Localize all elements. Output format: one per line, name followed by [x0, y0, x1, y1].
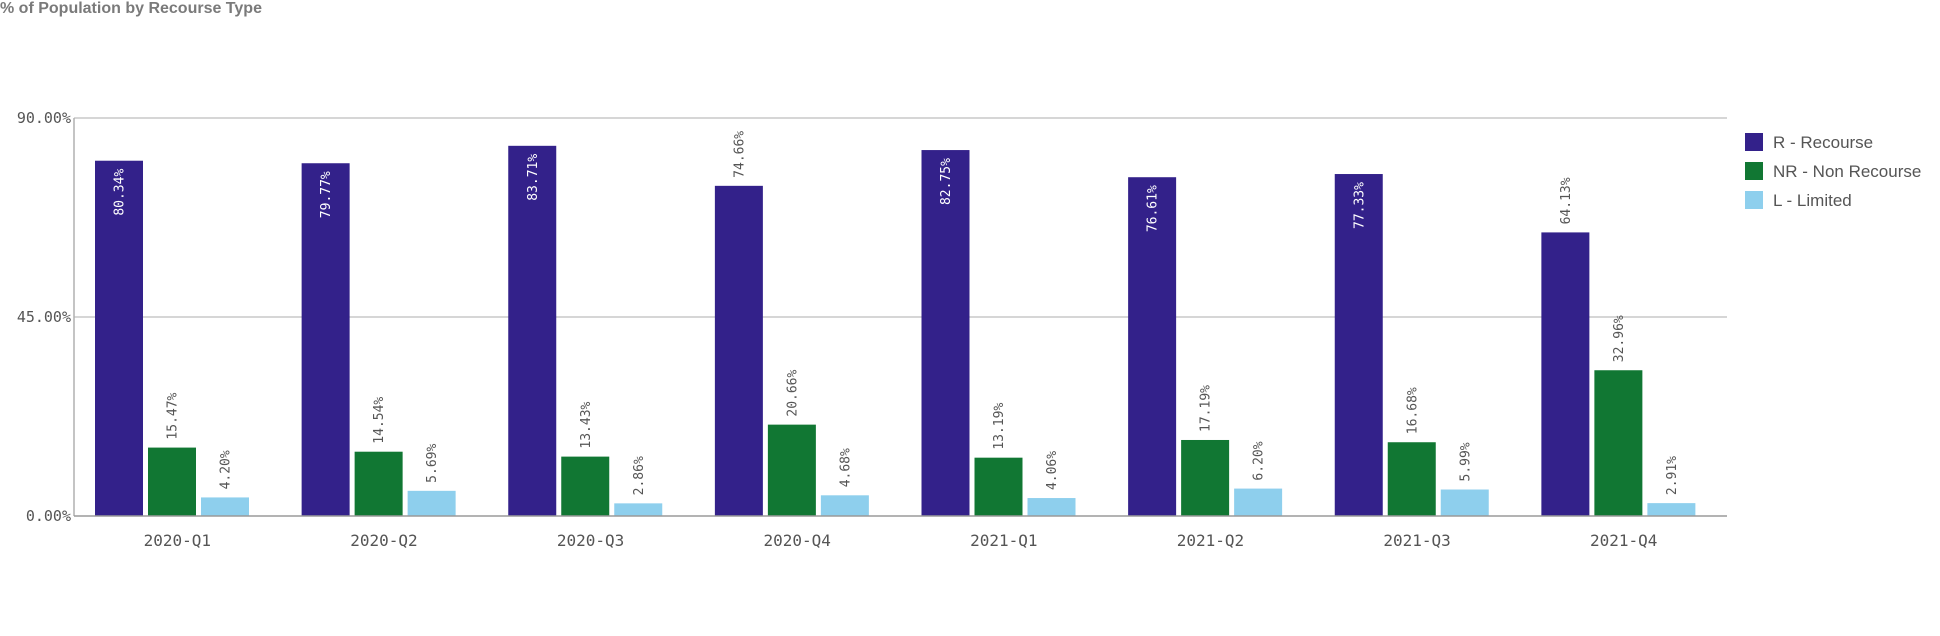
bar[interactable]	[820, 495, 869, 516]
bar[interactable]	[1541, 232, 1590, 516]
bar[interactable]	[921, 150, 970, 517]
bar[interactable]	[407, 490, 456, 516]
data-label: 20.66%	[785, 370, 800, 417]
data-label: 80.34%	[113, 169, 128, 216]
data-label: 32.96%	[1612, 315, 1627, 362]
data-label: 14.54%	[372, 397, 387, 444]
bar[interactable]	[1387, 442, 1436, 516]
legend-label: L - Limited	[1773, 191, 1852, 210]
data-label: 83.71%	[526, 154, 541, 201]
bar[interactable]	[301, 163, 350, 517]
bar[interactable]	[1181, 439, 1230, 516]
bar[interactable]	[974, 457, 1023, 516]
bar[interactable]	[1594, 370, 1643, 516]
data-label: 15.47%	[166, 392, 181, 439]
bar[interactable]	[767, 424, 816, 516]
y-tick-label: 0.00%	[26, 507, 71, 525]
data-label: 64.13%	[1559, 177, 1574, 224]
legend-swatch	[1745, 191, 1763, 209]
data-label: 4.68%	[838, 448, 853, 487]
bar[interactable]	[95, 160, 143, 516]
data-label: 77.33%	[1352, 182, 1367, 229]
data-label: 13.19%	[992, 403, 1007, 450]
data-label: 76.61%	[1146, 185, 1161, 232]
x-tick-label: 2021-Q3	[1383, 531, 1450, 550]
data-label: 13.43%	[579, 401, 594, 448]
data-label: 4.06%	[1045, 451, 1060, 490]
chart-title: % of Population by Recourse Type	[0, 0, 262, 17]
bar[interactable]	[1647, 503, 1696, 516]
legend-swatch	[1745, 162, 1763, 180]
data-label: 5.69%	[425, 444, 440, 483]
y-tick-label: 45.00%	[17, 308, 71, 326]
x-tick-label: 2020-Q2	[350, 531, 417, 550]
data-label: 79.77%	[319, 171, 334, 218]
data-label: 6.20%	[1252, 441, 1267, 480]
bar[interactable]	[714, 185, 763, 516]
data-label: 5.99%	[1458, 442, 1473, 481]
bar[interactable]	[354, 451, 403, 516]
x-tick-label: 2020-Q1	[144, 531, 211, 550]
x-tick-label: 2020-Q4	[763, 531, 830, 550]
x-tick-label: 2021-Q4	[1590, 531, 1657, 550]
bar[interactable]	[614, 503, 663, 516]
y-tick-label: 90.00%	[17, 109, 71, 127]
bar[interactable]	[201, 497, 249, 516]
data-label: 2.86%	[632, 456, 647, 495]
legend-label: R - Recourse	[1773, 133, 1873, 152]
bar[interactable]	[508, 145, 557, 516]
x-tick-label: 2021-Q1	[970, 531, 1037, 550]
bar[interactable]	[1440, 489, 1489, 516]
data-label: 82.75%	[939, 158, 954, 205]
data-label: 2.91%	[1665, 456, 1680, 495]
legend-label: NR - Non Recourse	[1773, 162, 1921, 181]
x-tick-label: 2021-Q2	[1177, 531, 1244, 550]
bar[interactable]	[1128, 177, 1177, 516]
data-label: 16.68%	[1405, 387, 1420, 434]
data-label: 4.20%	[219, 450, 234, 489]
bar[interactable]	[1334, 174, 1383, 517]
bar[interactable]	[148, 447, 196, 516]
bar[interactable]	[561, 456, 610, 516]
data-label: 17.19%	[1199, 385, 1214, 432]
data-label: 74.66%	[732, 131, 747, 178]
bar[interactable]	[1234, 488, 1283, 516]
bar[interactable]	[1027, 498, 1076, 516]
x-tick-label: 2020-Q3	[557, 531, 624, 550]
legend-swatch	[1745, 133, 1763, 151]
